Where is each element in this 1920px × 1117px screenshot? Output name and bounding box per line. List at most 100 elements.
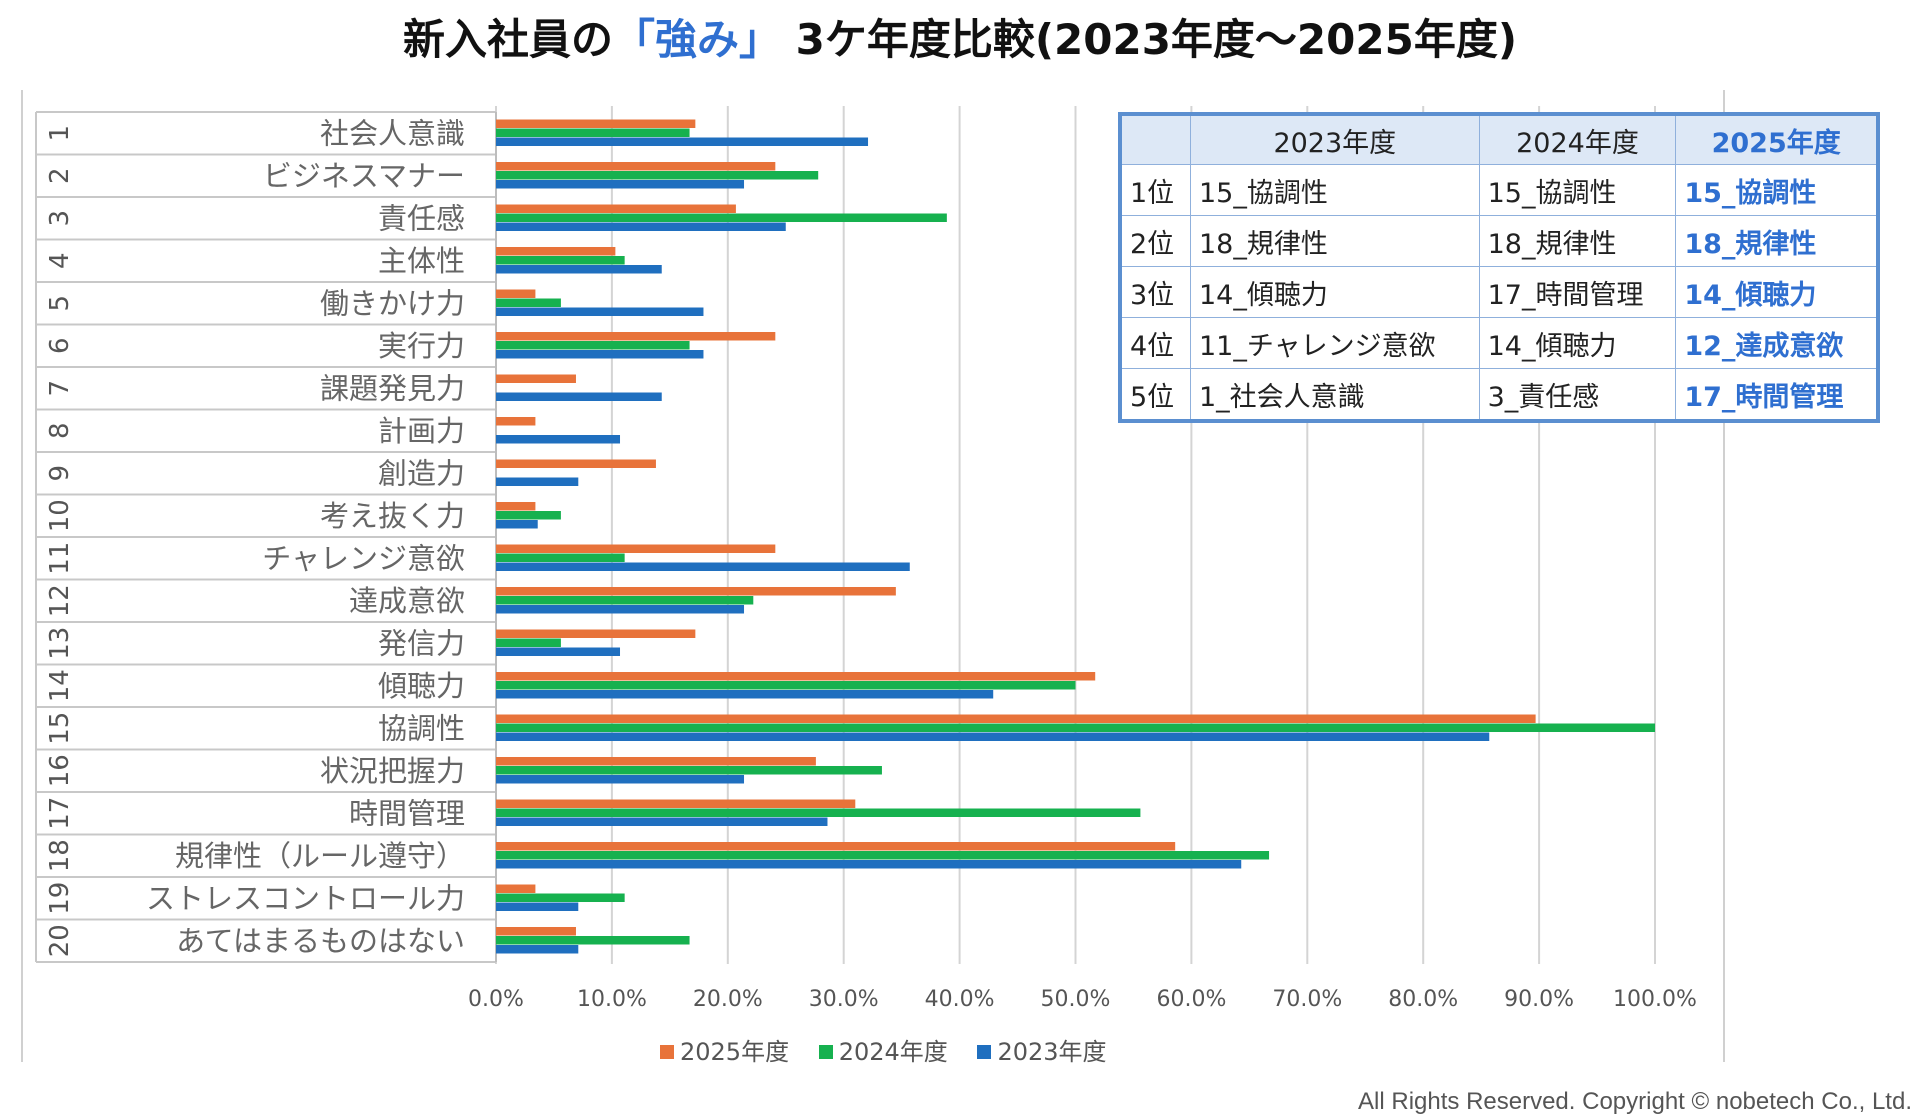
bar-2025 <box>496 502 536 511</box>
x-tick-label: 50.0% <box>1041 987 1111 1012</box>
bar-2024 <box>496 596 754 605</box>
bar-2025 <box>496 714 1536 723</box>
rank-label: 4位 <box>1119 317 1191 369</box>
bar-2023 <box>496 137 869 146</box>
bar-2025 <box>496 672 1096 681</box>
category-label: 社会人意識 <box>320 116 465 150</box>
x-tick-label: 20.0% <box>693 987 763 1012</box>
legend-label-2025: 2025年度 <box>680 1038 790 1066</box>
category-label: 働きかけ力 <box>320 286 465 320</box>
bar-2024 <box>496 213 947 222</box>
rank-label: 3位 <box>1119 266 1191 318</box>
rank-2023: 1_社会人意識 <box>1190 368 1480 422</box>
chart-legend: 2025年度 2024年度 2023年度 <box>660 1032 1129 1067</box>
bar-2023 <box>496 520 538 529</box>
bar-2023 <box>496 392 662 401</box>
legend-label-2024: 2024年度 <box>838 1038 948 1066</box>
chart-title-highlight: 「強み」 <box>612 15 781 64</box>
copyright-notice: All Rights Reserved. Copyright © nobetec… <box>1358 1088 1912 1115</box>
x-tick-label: 30.0% <box>809 987 879 1012</box>
ranking-header-2025: 2025年度 <box>1675 113 1879 165</box>
category-number: 20 <box>45 924 75 957</box>
bar-2025 <box>496 459 656 468</box>
bar-2024 <box>496 341 690 350</box>
category-number: 5 <box>45 295 75 312</box>
bar-2023 <box>496 350 704 359</box>
bar-2023 <box>496 690 994 699</box>
category-label: あてはまるものはない <box>176 924 465 958</box>
bar-2023 <box>496 817 828 826</box>
bar-2025 <box>496 162 776 171</box>
bar-2023 <box>496 562 910 571</box>
bar-2025 <box>496 884 536 893</box>
chart-title-suffix: 3ケ年度比較(2023年度～2025年度) <box>781 15 1518 64</box>
category-label: 考え抜く力 <box>320 499 465 533</box>
ranking-table: 2023年度 2024年度 2025年度 1位 15_協調性 15_協調性 15… <box>1118 112 1880 423</box>
legend-swatch-2024 <box>818 1045 833 1059</box>
bar-2023 <box>496 180 745 189</box>
category-label: 発信力 <box>378 626 465 660</box>
category-label: 時間管理 <box>349 796 465 830</box>
ranking-row: 1位 15_協調性 15_協調性 15_協調性 <box>1119 164 1879 216</box>
category-number: 18 <box>45 839 75 872</box>
bar-2024 <box>496 936 690 945</box>
rank-2025: 12_達成意欲 <box>1675 317 1879 369</box>
x-tick-label: 10.0% <box>577 987 647 1012</box>
bar-2023 <box>496 222 786 231</box>
bar-2024 <box>496 638 561 647</box>
rank-2023: 15_協調性 <box>1190 164 1480 216</box>
category-number: 16 <box>45 754 75 787</box>
ranking-row: 3位 14_傾聴力 17_時間管理 14_傾聴力 <box>1119 266 1879 318</box>
bar-2023 <box>496 775 745 784</box>
bar-2025 <box>496 417 536 426</box>
rank-2024: 3_責任感 <box>1478 368 1677 422</box>
bar-2025 <box>496 927 576 936</box>
legend-item-2025: 2025年度 <box>660 1032 789 1067</box>
bar-2023 <box>496 732 1490 741</box>
bar-2025 <box>496 204 736 213</box>
ranking-table-header-row: 2023年度 2024年度 2025年度 <box>1119 113 1879 165</box>
bar-2025 <box>496 757 816 766</box>
legend-item-2023: 2023年度 <box>977 1032 1107 1067</box>
ranking-table-corner <box>1119 113 1191 165</box>
rank-label: 1位 <box>1119 164 1191 216</box>
category-label: 主体性 <box>378 244 465 278</box>
ranking-row: 5位 1_社会人意識 3_責任感 17_時間管理 <box>1119 368 1879 422</box>
x-tick-label: 70.0% <box>1272 987 1342 1012</box>
rank-2024: 18_規律性 <box>1478 215 1677 267</box>
bar-2025 <box>496 332 776 341</box>
category-label: 計画力 <box>378 414 465 448</box>
category-number: 7 <box>45 380 75 397</box>
bar-2024 <box>496 298 561 307</box>
bar-2024 <box>496 766 882 775</box>
category-label: 実行力 <box>378 329 465 363</box>
category-label: ビジネスマナー <box>263 159 465 193</box>
rank-2024: 15_協調性 <box>1478 164 1677 216</box>
x-tick-label: 90.0% <box>1504 987 1574 1012</box>
category-number: 15 <box>45 712 75 745</box>
bar-2025 <box>496 629 696 638</box>
rank-label: 5位 <box>1119 368 1191 422</box>
x-tick-label: 100.0% <box>1613 987 1697 1012</box>
bar-2023 <box>496 945 579 954</box>
rank-2025: 18_規律性 <box>1675 215 1879 267</box>
bar-2025 <box>496 289 536 298</box>
rank-2025: 15_協調性 <box>1675 164 1879 216</box>
x-tick-label: 0.0% <box>468 987 524 1012</box>
category-number: 17 <box>45 797 75 830</box>
category-number: 2 <box>45 167 75 184</box>
bar-2025 <box>496 247 616 256</box>
bar-2024 <box>496 256 625 265</box>
rank-2025: 14_傾聴力 <box>1675 266 1879 318</box>
bar-2024 <box>496 128 690 137</box>
category-label: 傾聴力 <box>378 669 465 703</box>
bar-2024 <box>496 851 1270 860</box>
category-label: 創造力 <box>378 456 465 490</box>
category-number: 10 <box>45 499 75 532</box>
rank-2025: 17_時間管理 <box>1675 368 1879 422</box>
category-label: 達成意欲 <box>349 584 465 618</box>
category-number: 9 <box>45 465 75 482</box>
rank-2024: 14_傾聴力 <box>1478 317 1677 369</box>
bar-2024 <box>496 808 1141 817</box>
